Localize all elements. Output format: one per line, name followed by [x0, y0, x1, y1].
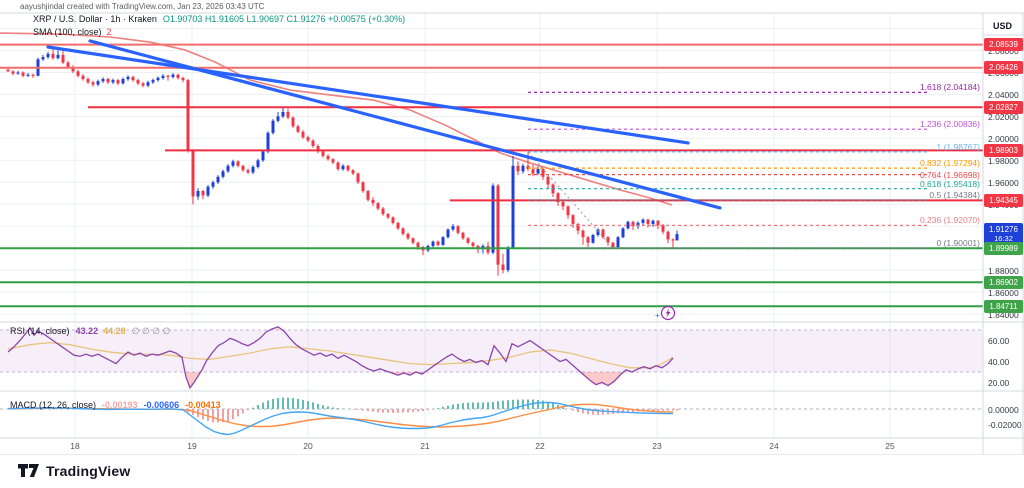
- sma-label: SMA (100, close): [33, 27, 102, 37]
- time-tick: 25: [885, 441, 895, 451]
- fib-level-label: 1.618 (2.04184): [919, 82, 980, 93]
- macd-hist-value: -0.00193: [102, 400, 138, 410]
- price-level-pill: 1.89989: [984, 241, 1023, 255]
- rsi-legend[interactable]: RSI (14, close) 43.22 44.28 ∅ ∅ ∅ ∅: [10, 326, 170, 337]
- watermark-attribution: aayushjindal created with TradingView.co…: [20, 2, 265, 11]
- symbol-legend[interactable]: XRP / U.S. Dollar · 1h · Kraken O1.90703 …: [33, 14, 405, 24]
- time-axis[interactable]: 18 19 20 21 22 23 24 25: [0, 438, 983, 455]
- macd-line-value: -0.00606: [143, 400, 180, 410]
- time-tick: 19: [187, 441, 197, 451]
- rsi-tick: 60.00: [988, 336, 1010, 346]
- macd-signal-value: -0.00413: [185, 400, 221, 410]
- fib-level-label: 0.236 (1.92070): [919, 215, 980, 226]
- price-tick: 1.84000: [988, 309, 1019, 320]
- price-tick: 1.86000: [988, 287, 1019, 298]
- price-level-pill: 1.84711: [984, 299, 1023, 313]
- flash-alert-icon[interactable]: +: [655, 304, 677, 322]
- price-level-pill: 2.08539: [984, 38, 1023, 52]
- fib-level-label: 0.5 (1.94384): [929, 190, 980, 200]
- sma-legend[interactable]: SMA (100, close) 2: [33, 27, 112, 37]
- tradingview-logo-text: TradingView: [46, 463, 131, 479]
- price-tick: 1.88000: [988, 265, 1019, 276]
- time-tick: 22: [535, 441, 545, 451]
- rsi-tick: 40.00: [988, 357, 1010, 367]
- price-level-pill: 1.98903: [984, 143, 1023, 157]
- currency-label: USD: [993, 21, 1013, 31]
- lightning-icon: [665, 308, 671, 318]
- rsi-ma-value: 44.28: [103, 326, 126, 336]
- fib-level-label: 0.764 (1.96698): [919, 169, 980, 180]
- macd-label: MACD (12, 26, close): [10, 400, 97, 410]
- tradingview-logo[interactable]: TradingView: [18, 463, 130, 479]
- price-tick: 2.02000: [988, 111, 1019, 122]
- time-tick: 23: [652, 441, 662, 451]
- plus-icon: +: [655, 311, 660, 320]
- price-tick: 2.00000: [988, 133, 1019, 144]
- price-level-pill: 1.94345: [984, 193, 1023, 207]
- current-price-pill: 1.91276 16:32: [984, 223, 1023, 246]
- time-tick: 20: [303, 441, 313, 451]
- chart-plot-area: [0, 12, 1024, 455]
- price-level-pill: 2.02827: [984, 100, 1023, 114]
- sma-value: 2: [106, 27, 112, 37]
- time-tick: 18: [70, 441, 80, 451]
- price-axis[interactable]: USD 2.080002.060002.040002.020002.000001…: [983, 13, 1024, 455]
- time-tick: 24: [769, 441, 779, 451]
- price-tick: 2.04000: [988, 89, 1019, 100]
- symbol-title: XRP / U.S. Dollar · 1h · Kraken: [33, 14, 157, 24]
- price-level-pill: 1.86902: [984, 275, 1023, 289]
- rsi-extra-values: ∅ ∅ ∅ ∅: [131, 326, 171, 336]
- price-level-pill: 2.06426: [984, 61, 1023, 75]
- rsi-tick: 20.00: [988, 378, 1010, 388]
- fib-level-label: 0.618 (1.95418): [919, 178, 980, 189]
- price-tick: 1.98000: [988, 155, 1019, 166]
- fib-level-label: 1.236 (2.00836): [919, 119, 980, 130]
- tradingview-logo-icon: [18, 464, 39, 477]
- price-tick: 1.96000: [988, 177, 1019, 188]
- rsi-value: 43.22: [75, 326, 99, 336]
- fib-level-label: 1 (1.98767): [936, 141, 980, 152]
- fib-level-label: 0.832 (1.97294): [919, 158, 980, 169]
- fib-level-label: 0 (1.90001): [936, 238, 980, 249]
- macd-tick: 0.00000: [988, 404, 1019, 415]
- time-tick: 21: [420, 441, 430, 451]
- macd-legend[interactable]: MACD (12, 26, close) -0.00193 -0.00606 -0.0…: [10, 400, 221, 410]
- ohlc-readout: O1.90703 H1.91605 L1.90697 C1.91276 +0.0…: [162, 14, 406, 24]
- rsi-label: RSI (14, close): [10, 326, 70, 336]
- macd-tick: -0.02000: [988, 419, 1022, 430]
